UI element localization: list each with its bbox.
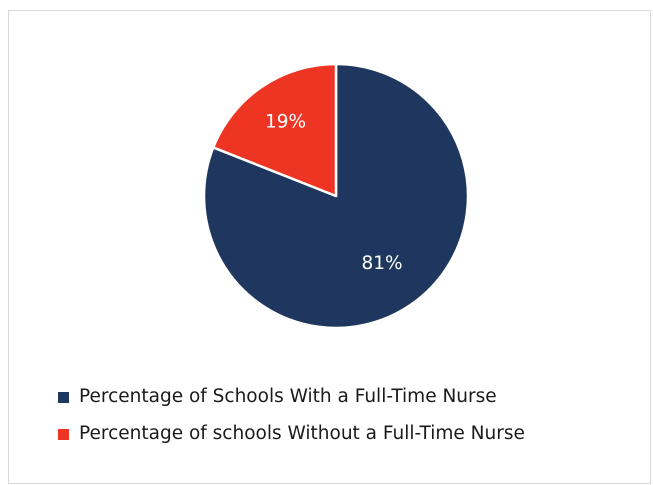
legend-label-without-nurse: Percentage of schools Without a Full-Tim… xyxy=(79,423,525,444)
pie-slice-label-1: 19% xyxy=(265,111,306,132)
legend-label-with-nurse: Percentage of Schools With a Full-Time N… xyxy=(79,386,497,407)
legend: Percentage of Schools With a Full-Time N… xyxy=(58,385,525,459)
pie-slice-label-0: 81% xyxy=(361,253,402,274)
legend-swatch-without-nurse xyxy=(58,429,69,440)
legend-item-without-nurse: Percentage of schools Without a Full-Tim… xyxy=(58,422,525,445)
pie-slice-1 xyxy=(212,62,338,198)
legend-item-with-nurse: Percentage of Schools With a Full-Time N… xyxy=(58,385,525,408)
legend-swatch-with-nurse xyxy=(58,392,69,403)
